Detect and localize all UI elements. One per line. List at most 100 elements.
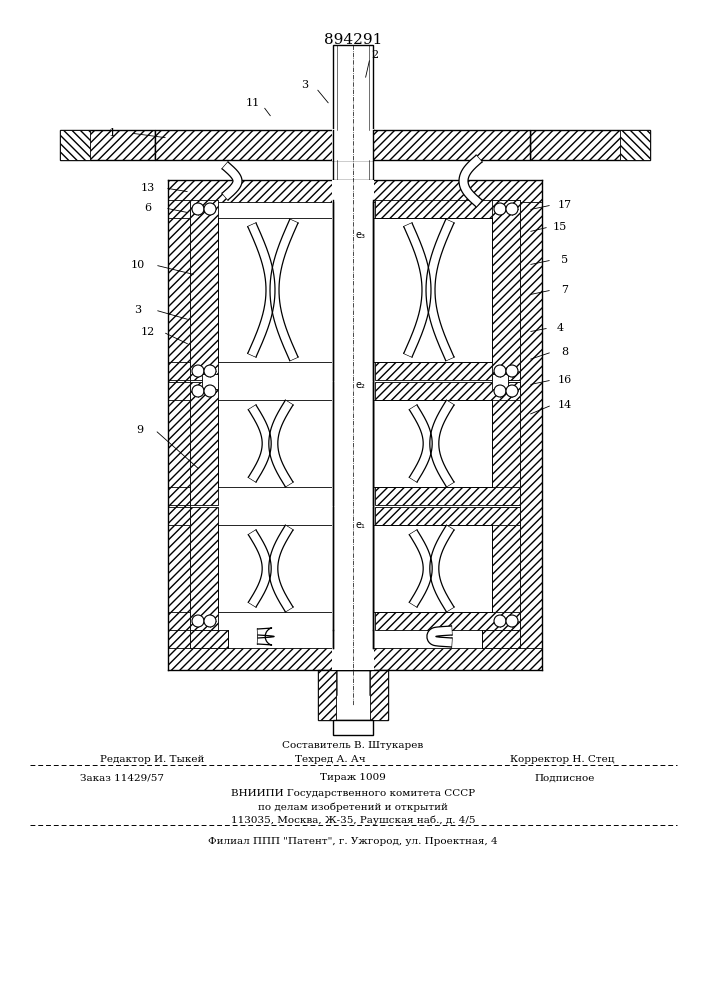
Bar — [492, 507, 520, 630]
Bar — [482, 630, 520, 648]
Bar — [332, 506, 374, 631]
Circle shape — [494, 385, 506, 397]
Bar — [168, 612, 190, 630]
Text: 3: 3 — [301, 80, 308, 90]
Circle shape — [506, 615, 518, 627]
Bar — [333, 160, 373, 695]
Text: e₁: e₁ — [356, 520, 366, 530]
Bar — [60, 130, 90, 160]
Text: e₃: e₃ — [356, 230, 366, 240]
Circle shape — [494, 615, 506, 627]
Text: ВНИИПИ Государственного комитета СССР: ВНИИПИ Государственного комитета СССР — [231, 790, 475, 798]
Bar — [155, 130, 530, 160]
Text: Составитель В. Штукарев: Составитель В. Штукарев — [282, 740, 423, 750]
Bar — [332, 629, 374, 649]
Bar — [168, 487, 190, 505]
Text: 4: 4 — [556, 323, 563, 333]
Text: 2: 2 — [371, 50, 378, 60]
Bar — [530, 130, 650, 160]
Text: 15: 15 — [553, 222, 567, 232]
Circle shape — [506, 203, 518, 215]
Text: 113035, Москва, Ж-35, Раушская наб., д. 4/5: 113035, Москва, Ж-35, Раушская наб., д. … — [230, 815, 475, 825]
Bar — [190, 507, 218, 630]
Circle shape — [204, 385, 216, 397]
Polygon shape — [430, 400, 454, 487]
Text: Филиал ППП "Патент", г. Ужгород, ул. Проектная, 4: Филиал ППП "Патент", г. Ужгород, ул. Про… — [208, 838, 498, 846]
Polygon shape — [270, 219, 298, 361]
Polygon shape — [409, 405, 432, 482]
Bar — [60, 130, 155, 160]
Bar — [332, 180, 374, 670]
Text: e₂: e₂ — [356, 380, 366, 390]
Text: 14: 14 — [558, 400, 572, 410]
Polygon shape — [430, 525, 454, 612]
Text: Заказ 11429/57: Заказ 11429/57 — [80, 774, 164, 782]
Text: 3: 3 — [134, 305, 141, 315]
Bar — [168, 200, 190, 218]
Text: 1: 1 — [108, 128, 115, 138]
Text: по делам изобретений и открытий: по делам изобретений и открытий — [258, 802, 448, 812]
Bar — [190, 200, 218, 380]
Text: Корректор Н. Стец: Корректор Н. Стец — [510, 756, 615, 764]
Text: 16: 16 — [558, 375, 572, 385]
Text: 12: 12 — [141, 327, 155, 337]
Text: 9: 9 — [136, 425, 144, 435]
Text: 7: 7 — [561, 285, 568, 295]
Bar — [168, 507, 190, 525]
Bar — [168, 648, 542, 670]
Circle shape — [192, 615, 204, 627]
Circle shape — [506, 365, 518, 377]
Circle shape — [192, 203, 204, 215]
Polygon shape — [427, 626, 452, 647]
Text: 13: 13 — [141, 183, 155, 193]
Polygon shape — [269, 400, 293, 487]
Text: 10: 10 — [131, 260, 145, 270]
Bar — [520, 180, 542, 670]
Text: Редактор И. Тыкей: Редактор И. Тыкей — [100, 756, 204, 764]
Bar — [318, 670, 336, 720]
Polygon shape — [247, 223, 275, 357]
Bar — [168, 362, 190, 380]
Bar — [190, 630, 228, 648]
Bar — [375, 507, 520, 525]
Text: 5: 5 — [561, 255, 568, 265]
Circle shape — [192, 385, 204, 397]
Bar — [190, 382, 218, 505]
Bar — [370, 670, 388, 720]
Bar — [318, 670, 388, 720]
Text: Тираж 1009: Тираж 1009 — [320, 774, 386, 782]
Polygon shape — [269, 525, 293, 612]
Polygon shape — [257, 628, 274, 645]
Bar — [375, 612, 520, 630]
Bar — [375, 487, 520, 505]
Bar — [332, 381, 374, 506]
Bar — [333, 45, 373, 130]
Circle shape — [204, 203, 216, 215]
Circle shape — [204, 365, 216, 377]
Text: 8: 8 — [561, 347, 568, 357]
Bar — [332, 199, 374, 381]
Bar — [375, 362, 520, 380]
Text: 11: 11 — [246, 98, 260, 108]
Polygon shape — [248, 530, 271, 607]
Text: 6: 6 — [144, 203, 151, 213]
Bar — [202, 374, 218, 389]
Text: 894291: 894291 — [324, 33, 382, 47]
Bar — [332, 129, 374, 161]
Text: Техред А. Ач: Техред А. Ач — [295, 756, 366, 764]
Bar — [492, 374, 508, 389]
Circle shape — [494, 203, 506, 215]
Polygon shape — [248, 405, 271, 482]
Polygon shape — [409, 530, 432, 607]
Text: 17: 17 — [558, 200, 572, 210]
Bar — [168, 180, 190, 670]
Polygon shape — [426, 219, 454, 361]
Polygon shape — [459, 155, 482, 207]
Bar — [333, 720, 373, 735]
Bar — [620, 130, 650, 160]
Polygon shape — [404, 223, 431, 357]
Bar — [375, 382, 520, 400]
Bar — [492, 200, 520, 380]
Bar — [375, 200, 520, 218]
Polygon shape — [222, 162, 242, 200]
